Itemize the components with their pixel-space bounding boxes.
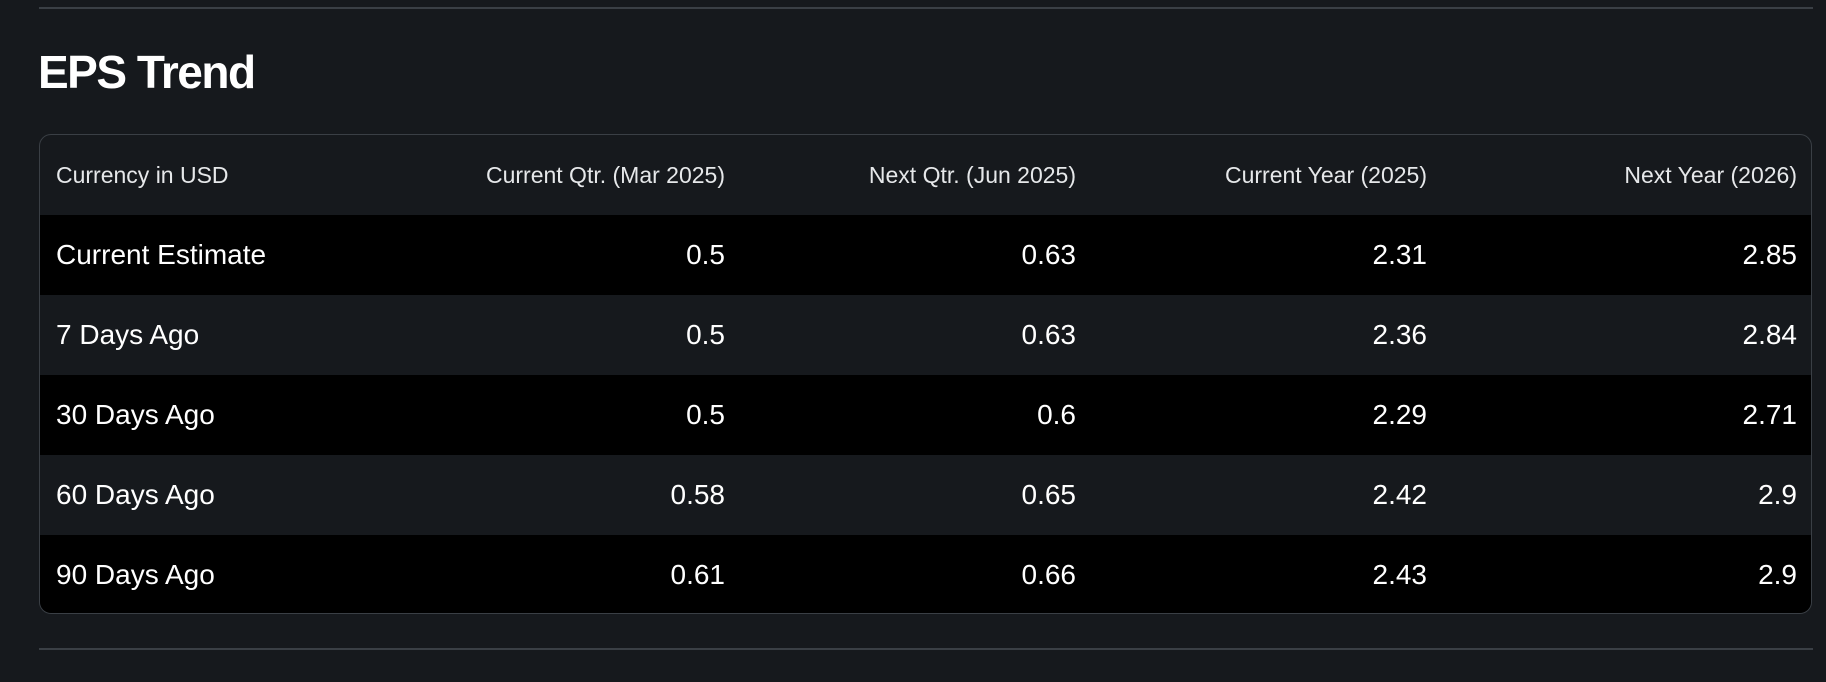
table-header-row: Currency in USD Current Qtr. (Mar 2025) … xyxy=(40,135,1811,215)
table-cell: 0.63 xyxy=(1021,319,1077,350)
row-label: Current Estimate xyxy=(56,239,267,270)
table-cell: 2.29 xyxy=(1372,399,1428,430)
table-cell: 2.71 xyxy=(1742,399,1798,430)
column-header-next-qtr: Next Qtr. (Jun 2025) xyxy=(868,161,1076,188)
table-cell: 2.9 xyxy=(1758,479,1797,510)
table-row: 7 Days Ago 0.5 0.63 2.36 2.84 xyxy=(40,295,1811,375)
table-cell: 2.42 xyxy=(1372,479,1428,510)
row-label: 60 Days Ago xyxy=(56,479,215,510)
column-header-currency: Currency in USD xyxy=(56,161,229,188)
table-row: 30 Days Ago 0.5 0.6 2.29 2.71 xyxy=(40,375,1811,455)
table-cell: 0.5 xyxy=(686,319,725,350)
table-cell: 0.58 xyxy=(670,479,726,510)
column-header-current-qtr: Current Qtr. (Mar 2025) xyxy=(485,161,725,188)
row-label: 90 Days Ago xyxy=(56,559,215,590)
table-cell: 0.63 xyxy=(1021,239,1077,270)
table-cell: 0.61 xyxy=(670,559,726,590)
eps-trend-table: Currency in USD Current Qtr. (Mar 2025) … xyxy=(39,134,1812,614)
table-cell: 0.6 xyxy=(1037,399,1076,430)
table-cell: 2.31 xyxy=(1372,239,1428,270)
table-cell: 0.66 xyxy=(1021,559,1077,590)
table-row: 60 Days Ago 0.58 0.65 2.42 2.9 xyxy=(40,455,1811,535)
table-cell: 2.43 xyxy=(1372,559,1428,590)
section-title: EPS Trend xyxy=(38,46,256,98)
table-cell: 2.85 xyxy=(1742,239,1798,270)
bottom-divider xyxy=(39,648,1813,650)
table-cell: 0.5 xyxy=(686,399,725,430)
table-row: 90 Days Ago 0.61 0.66 2.43 2.9 xyxy=(40,535,1811,613)
top-divider xyxy=(39,7,1813,9)
table-row: Current Estimate 0.5 0.63 2.31 2.85 xyxy=(40,215,1811,295)
table-cell: 0.5 xyxy=(686,239,725,270)
row-label: 7 Days Ago xyxy=(56,319,200,350)
table-cell: 2.9 xyxy=(1758,559,1797,590)
column-header-next-year: Next Year (2026) xyxy=(1624,161,1797,188)
column-header-current-year: Current Year (2025) xyxy=(1224,161,1427,188)
table-cell: 2.84 xyxy=(1742,319,1798,350)
table-cell: 2.36 xyxy=(1372,319,1428,350)
table-cell: 0.65 xyxy=(1021,479,1077,510)
row-label: 30 Days Ago xyxy=(56,399,215,430)
